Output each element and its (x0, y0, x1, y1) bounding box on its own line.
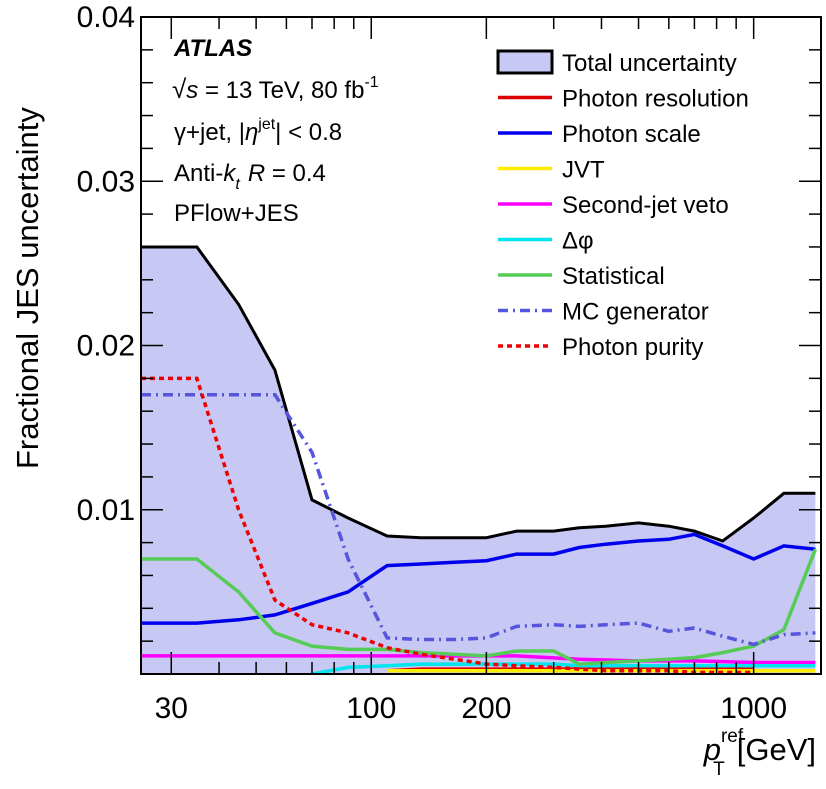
experiment-label: ATLAS (173, 35, 252, 62)
legend-label-photon-scale: Photon scale (562, 121, 701, 148)
y-tick-label: 0.02 (77, 330, 135, 363)
total-uncertainty-band (141, 247, 816, 674)
annotation: ATLAS √s = 13 TeV, 80 fb-1 γ+jet, |ηjet|… (172, 35, 379, 227)
x-tick-label: 30 (155, 692, 188, 725)
x-tick-label: 100 (346, 692, 396, 725)
legend-label-photon-purity: Photon purity (562, 334, 703, 361)
x-axis-unit: [GeV] (737, 732, 816, 767)
x-tick-label: 1000 (720, 692, 787, 725)
algorithm-line: Anti-kt R = 0.4 (174, 160, 326, 193)
sqrt-sign: √ (172, 74, 187, 104)
x-tick-label: 200 (461, 692, 511, 725)
reco-line: PFlow+JES (174, 200, 299, 227)
series-line-photon-scale (141, 532, 816, 625)
series-lines (141, 245, 818, 674)
selection-line: γ+jet, |ηjet| < 0.8 (174, 116, 342, 146)
tick-labels: 30 100 200 1000 0.01 0.02 0.03 0.04 (77, 1, 787, 725)
y-tick-label: 0.04 (77, 1, 135, 34)
x-axis-sub: T (713, 759, 725, 780)
x-axis-var: p (703, 732, 721, 767)
series-line-second-jet-veto (141, 654, 816, 665)
series-line-mc-generator (141, 393, 816, 647)
energy-line: √s = 13 TeV, 80 fb-1 (172, 74, 379, 104)
x-axis-title: pref T [GeV] (703, 726, 816, 780)
x-axis-sup: ref (721, 726, 744, 747)
plot-area (141, 245, 818, 674)
legend-symbol-total-uncertainty (496, 49, 554, 75)
legend-label-delta-phi: Δφ (562, 228, 594, 255)
y-tick-label: 0.03 (77, 165, 135, 198)
legend-label-jvt: JVT (562, 157, 605, 184)
series-line-statistical (141, 548, 818, 666)
y-axis-title: Fractional JES uncertainty (10, 107, 45, 469)
legend-label-total-uncertainty: Total uncertainty (562, 50, 737, 77)
y-tick-label: 0.01 (77, 494, 135, 527)
legend-label-photon-resolution: Photon resolution (562, 86, 749, 113)
legend: Total uncertainty Photon resolution Photon… (496, 49, 749, 361)
legend-label-second-jet-veto: Second-jet veto (562, 192, 729, 219)
axis-ticks (141, 16, 821, 675)
legend-label-mc-generator: MC generator (562, 299, 709, 326)
legend-label-statistical: Statistical (562, 263, 665, 290)
